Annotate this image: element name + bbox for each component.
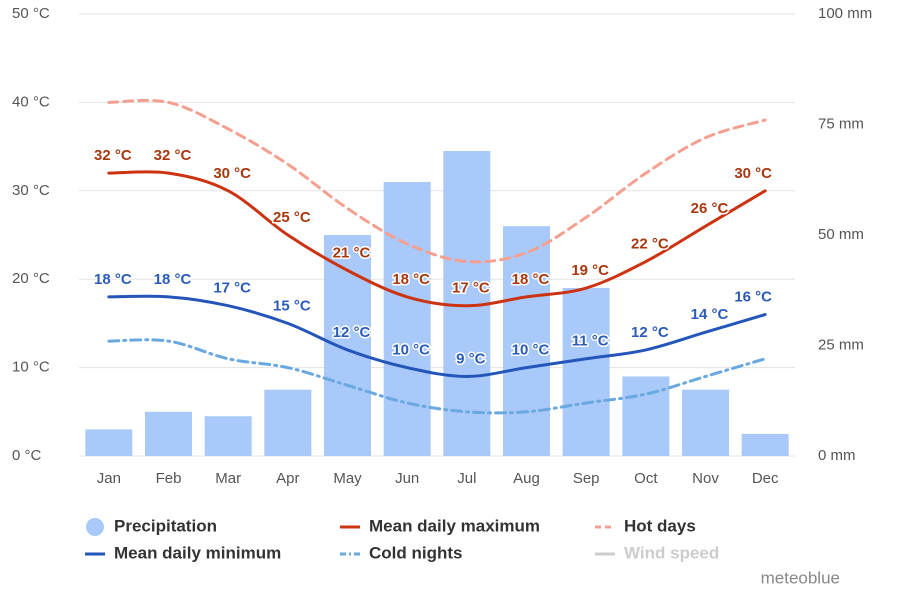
y2-tick-label: 0 mm <box>818 447 856 464</box>
data-label: 12 °C <box>333 324 371 341</box>
x-tick-label: Aug <box>513 470 540 487</box>
data-label: 15 °C <box>273 297 311 314</box>
x-tick-label: Jan <box>97 470 121 487</box>
data-label: 32 °C <box>154 147 192 164</box>
bar <box>85 429 133 456</box>
data-label: 22 °C <box>631 235 669 252</box>
y2-tick-label: 50 mm <box>818 226 864 243</box>
y2-tick-label: 75 mm <box>818 115 864 132</box>
x-tick-label: Apr <box>276 470 299 487</box>
bar <box>503 226 550 456</box>
data-label: 12 °C <box>631 324 669 341</box>
legend-label: Mean daily maximum <box>369 516 540 535</box>
legend-label: Hot days <box>624 516 696 535</box>
legend-item: Precipitation <box>86 516 217 536</box>
y-tick-label: 10 °C <box>12 359 50 376</box>
x-tick-label: Feb <box>156 470 182 487</box>
y-tick-label: 40 °C <box>12 93 50 110</box>
data-label: 17 °C <box>452 280 490 297</box>
data-label: 32 °C <box>94 147 132 164</box>
y-tick-label: 0 °C <box>12 447 42 464</box>
data-label: 18 °C <box>154 271 192 288</box>
line <box>107 294 767 378</box>
legend-label: Precipitation <box>114 516 217 535</box>
legend-label: Mean daily minimum <box>114 543 281 562</box>
bar <box>324 235 371 456</box>
data-label: 18 °C <box>392 271 430 288</box>
x-tick-label: Jun <box>395 470 419 487</box>
data-label: 30 °C <box>213 165 251 182</box>
data-label: 26 °C <box>691 200 729 217</box>
x-tick-label: May <box>333 470 362 487</box>
data-label: 10 °C <box>392 342 430 359</box>
y-tick-label: 20 °C <box>12 270 50 287</box>
data-label: 19 °C <box>571 262 609 279</box>
x-tick-label: Oct <box>634 470 658 487</box>
line <box>107 170 767 308</box>
data-label: 18 °C <box>512 271 550 288</box>
data-label: 18 °C <box>94 271 132 288</box>
bar <box>682 389 729 456</box>
data-label: 10 °C <box>512 342 550 359</box>
bar <box>383 181 431 456</box>
legend-label: Cold nights <box>369 543 462 562</box>
y-tick-label: 30 °C <box>12 182 50 199</box>
data-label: 9 °C <box>456 350 486 367</box>
x-tick-label: Sep <box>573 470 600 487</box>
y-tick-label: 50 °C <box>12 5 50 22</box>
data-label: 14 °C <box>691 306 729 323</box>
y2-tick-label: 100 mm <box>818 5 872 22</box>
bar <box>204 416 252 456</box>
bar <box>741 433 789 456</box>
bar <box>562 288 610 456</box>
bar <box>264 389 312 456</box>
legend-item: Wind speed <box>595 543 719 562</box>
legend-item: Mean daily minimum <box>85 543 281 562</box>
legend-item: Cold nights <box>340 543 462 562</box>
data-label: 30 °C <box>734 165 772 182</box>
data-label: 25 °C <box>273 209 311 226</box>
x-tick-label: Nov <box>692 470 719 487</box>
credit: meteoblue <box>761 568 840 587</box>
legend-symbol <box>86 518 104 536</box>
line <box>107 98 767 264</box>
bar <box>145 411 192 456</box>
data-label: 11 °C <box>572 333 609 350</box>
data-label: 16 °C <box>734 289 772 306</box>
data-label: 17 °C <box>213 280 251 297</box>
line <box>107 338 767 415</box>
x-tick-label: Mar <box>215 470 241 487</box>
y2-tick-label: 25 mm <box>818 336 864 353</box>
legend-item: Hot days <box>595 516 696 535</box>
x-tick-label: Dec <box>752 470 779 487</box>
data-label: 21 °C <box>333 244 371 261</box>
x-tick-label: Jul <box>457 470 476 487</box>
legend-item: Mean daily maximum <box>340 516 540 535</box>
legend-label: Wind speed <box>624 543 719 562</box>
